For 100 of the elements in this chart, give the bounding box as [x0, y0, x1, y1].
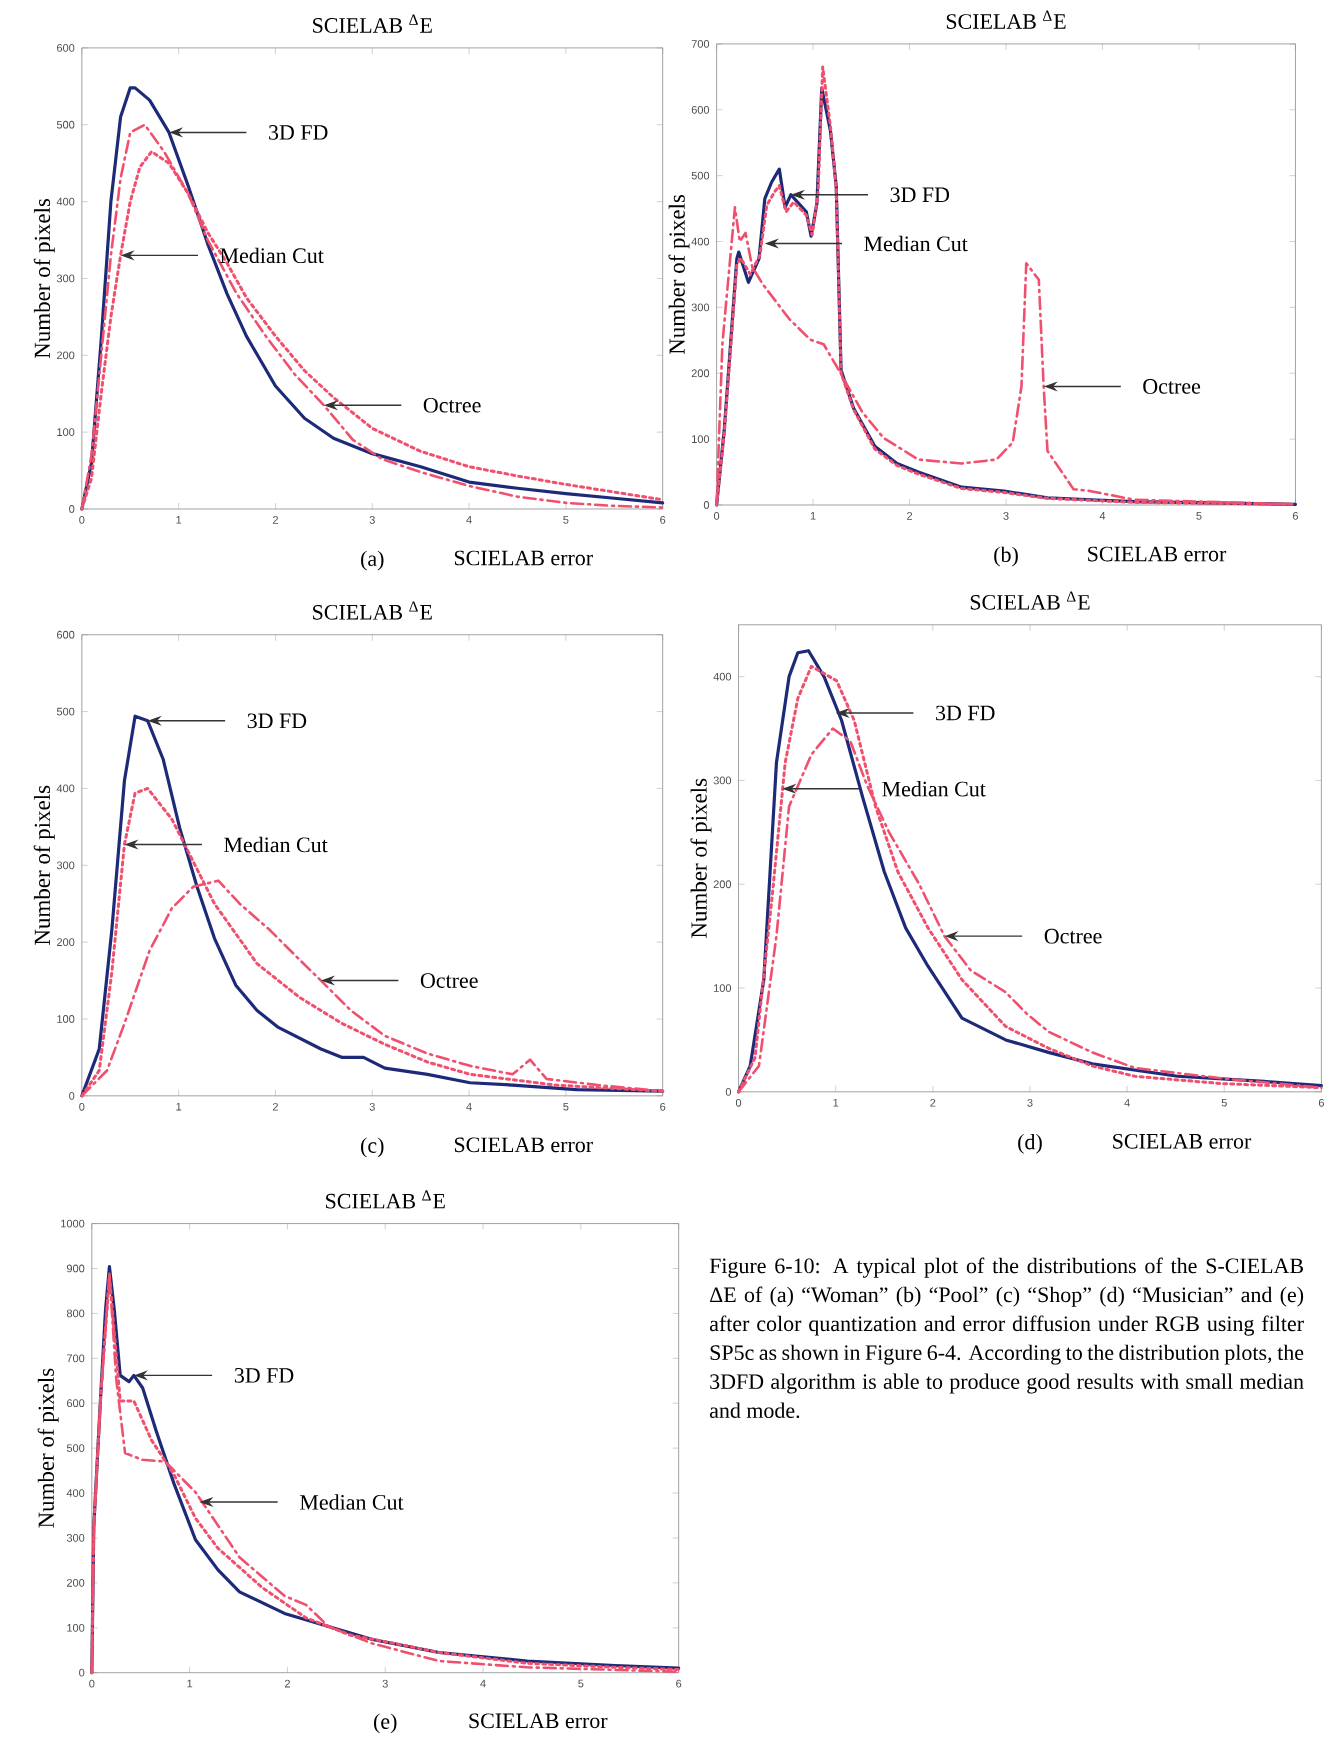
y-tick-label: 500 — [56, 707, 75, 716]
y-axis-title: Number of pixels — [668, 194, 690, 355]
x-tick-label: 4 — [466, 1102, 472, 1111]
y-tick-label: 200 — [713, 880, 731, 889]
x-tick-label: 5 — [1221, 1098, 1227, 1107]
x-tick-label: 0 — [735, 1098, 741, 1107]
x-axis-title: SCIELAB error — [1087, 546, 1226, 562]
y-tick-label: 100 — [67, 1623, 85, 1632]
chart-title: SCIELAB $^{Δ}$E — [970, 591, 1090, 610]
y-tick-label: 400 — [66, 1489, 85, 1497]
annotation: Octree — [1044, 928, 1102, 944]
text: (b) — [994, 546, 1018, 567]
x-tick-label: 0 — [89, 1679, 95, 1688]
y-tick-label: 300 — [713, 776, 731, 785]
x-tick-label: 2 — [272, 1102, 278, 1111]
x-axis-title: SCIELAB error — [469, 1713, 608, 1729]
annotation: Median Cut — [863, 235, 968, 252]
x-tick-label: 6 — [676, 1679, 682, 1688]
y-tick-label: 200 — [56, 351, 75, 360]
x-tick-label: 6 — [1292, 512, 1298, 520]
y-tick-label: 400 — [713, 672, 731, 681]
annotation: 3D FD — [234, 1368, 294, 1383]
annotation: Octree — [1143, 379, 1200, 394]
y-tick-label: 100 — [691, 435, 709, 443]
caption: Figure 6-10: A typical plot of the distributions of the S-CIELAB ΔE of (a) “Woman” (b) “Pool” (c) “Shop” (d) “Musician” and (e) after color quantization and error diffusion under RGB using filter SP5c as shown in Figure 6-4. According to the distribution plots, the 3DFD algorithm is able to produce good results with small median and mode. — [709, 1257, 1304, 1419]
y-tick-label: 200 — [691, 369, 709, 378]
y-tick-label: 0 — [725, 1087, 731, 1096]
y-tick-label: 700 — [691, 40, 709, 48]
y-tick-label: 700 — [66, 1354, 85, 1363]
x-axis-title: SCIELAB error — [454, 550, 593, 566]
x-tick-label: 2 — [930, 1098, 936, 1107]
x-tick-label: 1 — [833, 1098, 839, 1107]
y-tick-label: 800 — [66, 1309, 85, 1318]
y-tick-label: 300 — [691, 303, 709, 312]
x-tick-label: 6 — [660, 516, 666, 524]
y-tick-label: 100 — [57, 428, 75, 437]
x-tick-label: 1 — [176, 516, 181, 524]
annotation: 3D FD — [890, 187, 949, 203]
y-tick-label: 0 — [68, 1091, 75, 1100]
y-tick-label: 100 — [57, 1015, 75, 1023]
x-tick-label: 5 — [563, 1102, 569, 1111]
y-tick-label: 200 — [66, 1578, 85, 1587]
x-tick-label: 2 — [906, 512, 912, 520]
x-axis-title: SCIELAB error — [1112, 1133, 1251, 1149]
x-tick-label: 2 — [284, 1679, 290, 1688]
y-tick-label: 900 — [66, 1264, 85, 1273]
y-tick-label: 600 — [56, 44, 75, 52]
x-tick-label: 3 — [369, 1102, 375, 1111]
x-tick-label: 3 — [382, 1679, 388, 1688]
annotation: Octree — [423, 397, 481, 413]
y-tick-label: 400 — [56, 197, 75, 206]
y-tick-label: 300 — [66, 1534, 85, 1542]
y-tick-label: 200 — [56, 938, 75, 947]
y-tick-label: 600 — [56, 630, 75, 639]
text: (d) — [1017, 1133, 1042, 1154]
x-tick-label: 4 — [1099, 512, 1106, 520]
y-tick-label: 0 — [68, 505, 75, 513]
annotation: Median Cut — [882, 781, 986, 797]
x-tick-label: 5 — [578, 1679, 584, 1688]
y-tick-label: 500 — [66, 1444, 85, 1453]
text: (e) — [373, 1713, 397, 1734]
x-tick-label: 1 — [187, 1679, 192, 1688]
x-tick-label: 3 — [1003, 512, 1009, 520]
annotation: Median Cut — [220, 247, 324, 264]
x-tick-label: 4 — [1124, 1098, 1130, 1107]
y-tick-label: 600 — [66, 1399, 85, 1408]
chart-title: SCIELAB $^{Δ}$E — [325, 1190, 445, 1209]
chart-title: SCIELAB $^{Δ}$E — [312, 601, 432, 620]
y-axis-title: Number of pixels — [690, 778, 712, 938]
y-tick-label: 0 — [78, 1668, 85, 1677]
y-axis-title: Number of pixels — [37, 1368, 59, 1528]
y-tick-label: 300 — [56, 861, 75, 870]
y-axis-title: Number of pixels — [33, 785, 55, 945]
x-axis-title: SCIELAB error — [454, 1137, 593, 1153]
x-tick-label: 6 — [660, 1102, 666, 1111]
chart-title: SCIELAB $^{Δ}$E — [312, 14, 432, 33]
y-tick-label: 100 — [713, 984, 731, 992]
annotation: Octree — [420, 973, 478, 988]
x-tick-label: 4 — [480, 1679, 486, 1688]
y-tick-label: 0 — [703, 501, 709, 509]
annotation: 3D FD — [268, 125, 328, 140]
x-tick-label: 1 — [810, 512, 816, 520]
y-tick-label: 600 — [691, 105, 709, 114]
y-tick-label: 400 — [56, 784, 75, 793]
annotation: Median Cut — [299, 1494, 404, 1510]
annotation: Median Cut — [223, 836, 328, 853]
x-tick-label: 6 — [1318, 1098, 1324, 1107]
annotation: 3D FD — [247, 713, 307, 729]
x-tick-label: 3 — [369, 516, 375, 524]
y-tick-label: 500 — [56, 120, 75, 129]
y-tick-label: 400 — [691, 237, 709, 246]
text: (a) — [360, 550, 384, 571]
y-tick-label: 500 — [691, 171, 709, 180]
x-tick-label: 5 — [563, 516, 569, 524]
x-tick-label: 3 — [1027, 1098, 1033, 1107]
x-tick-label: 2 — [272, 516, 278, 524]
y-axis-title: Number of pixels — [33, 198, 55, 359]
annotation: 3D FD — [935, 705, 995, 721]
x-tick-label: 5 — [1196, 512, 1202, 520]
y-tick-label: 300 — [56, 274, 75, 283]
